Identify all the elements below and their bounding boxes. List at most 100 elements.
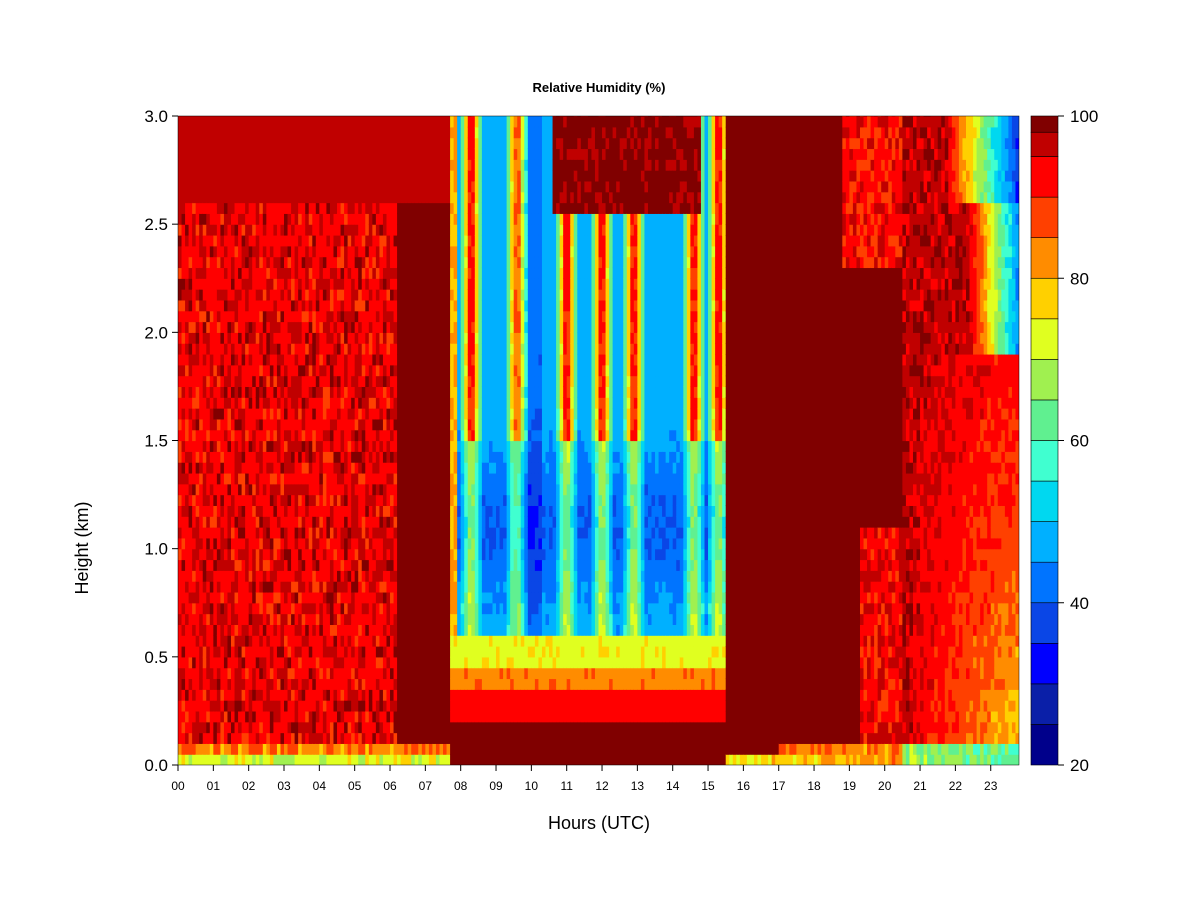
heatmap-cell: [284, 462, 289, 474]
heatmap-cell: [266, 635, 271, 647]
heatmap-cell: [446, 386, 451, 398]
heatmap-cell: [418, 754, 423, 765]
heatmap-cell: [284, 559, 289, 571]
heatmap-cell: [255, 245, 260, 258]
heatmap-cell: [216, 137, 221, 150]
heatmap-cell: [185, 418, 190, 431]
heatmap-cell: [404, 732, 409, 744]
heatmap-cell: [259, 375, 264, 388]
heatmap-cell: [361, 743, 366, 755]
heatmap-cell: [337, 321, 342, 333]
heatmap-cell: [379, 624, 384, 636]
heatmap-cell: [199, 635, 204, 647]
heatmap-cell: [333, 418, 338, 431]
heatmap-cell: [298, 213, 303, 225]
heatmap-cell: [428, 137, 434, 150]
heatmap-cell: [273, 635, 278, 647]
heatmap-cell: [365, 472, 370, 485]
heatmap-cell: [227, 234, 232, 247]
heatmap-cell: [294, 418, 299, 431]
heatmap-cell: [368, 527, 373, 539]
heatmap-cell: [464, 710, 469, 723]
heatmap-cell: [358, 635, 363, 647]
heatmap-cell: [238, 386, 243, 398]
heatmap-cell: [404, 646, 409, 658]
heatmap-cell: [216, 116, 221, 128]
heatmap-cell: [457, 191, 462, 204]
heatmap-cell: [386, 116, 391, 117]
heatmap-cell: [428, 224, 434, 236]
heatmap-cell: [234, 213, 239, 225]
heatmap-cell: [192, 472, 197, 485]
heatmap-cell: [287, 234, 292, 247]
heatmap-cell: [421, 635, 426, 647]
heatmap-cell: [185, 689, 190, 701]
heatmap-cell: [421, 721, 426, 734]
heatmap-cell: [298, 170, 303, 182]
heatmap-cell: [457, 267, 462, 279]
heatmap-cell: [414, 234, 419, 247]
heatmap-cell: [178, 537, 183, 550]
heatmap-cell: [397, 353, 402, 366]
heatmap-cell: [266, 483, 271, 496]
heatmap-cell: [284, 180, 289, 193]
heatmap-cell: [234, 559, 239, 571]
heatmap-cell: [213, 278, 218, 290]
heatmap-cell: [404, 743, 409, 755]
heatmap-cell: [209, 180, 214, 193]
heatmap-cell: [414, 429, 419, 442]
heatmap-cell: [248, 126, 253, 139]
heatmap-cell: [372, 180, 377, 193]
heatmap-cell: [361, 559, 366, 571]
heatmap-cell: [337, 332, 342, 344]
heatmap-cell: [199, 732, 204, 744]
heatmap-cell: [446, 678, 451, 690]
heatmap-cell: [252, 646, 257, 658]
heatmap-cell: [375, 332, 381, 344]
heatmap-cell: [231, 418, 236, 431]
heatmap-cell: [358, 137, 363, 150]
heatmap-cell: [269, 656, 274, 669]
heatmap-cell: [223, 721, 229, 734]
heatmap-cell: [202, 148, 207, 160]
heatmap-cell: [397, 700, 402, 712]
heatmap-cell: [411, 245, 416, 258]
heatmap-cell: [195, 332, 200, 344]
heatmap-cell: [365, 548, 370, 561]
heatmap-cell: [393, 245, 398, 258]
heatmap-cell: [450, 624, 455, 636]
heatmap-cell: [337, 451, 342, 463]
heatmap-cell: [259, 732, 264, 744]
heatmap-cell: [407, 667, 412, 680]
heatmap-cell: [252, 505, 257, 517]
heatmap-cell: [248, 537, 253, 550]
heatmap-cell: [411, 656, 416, 669]
heatmap-cell: [375, 116, 381, 128]
heatmap-cell: [368, 505, 373, 517]
heatmap-cell: [428, 440, 434, 452]
heatmap-cell: [382, 234, 388, 247]
heatmap-cell: [425, 148, 430, 160]
heatmap-cell: [195, 559, 200, 571]
heatmap-cell: [266, 656, 271, 669]
heatmap-cell: [368, 353, 373, 366]
heatmap-cell: [195, 278, 200, 290]
heatmap-cell: [301, 245, 306, 258]
heatmap-cell: [276, 624, 282, 636]
heatmap-cell: [337, 202, 342, 214]
heatmap-cell: [291, 472, 296, 485]
heatmap-cell: [372, 234, 377, 247]
heatmap-cell: [216, 116, 221, 117]
heatmap-cell: [231, 375, 236, 388]
heatmap-cell: [199, 321, 204, 333]
heatmap-cell: [213, 559, 218, 571]
heatmap-cell: [340, 202, 345, 214]
heatmap-cell: [361, 310, 366, 323]
heatmap-cell: [379, 408, 384, 420]
heatmap-cell: [432, 170, 437, 182]
heatmap-cell: [280, 678, 285, 690]
heatmap-cell: [386, 472, 391, 485]
heatmap-cell: [213, 505, 218, 517]
heatmap-cell: [202, 700, 207, 712]
heatmap-cell: [245, 537, 250, 550]
